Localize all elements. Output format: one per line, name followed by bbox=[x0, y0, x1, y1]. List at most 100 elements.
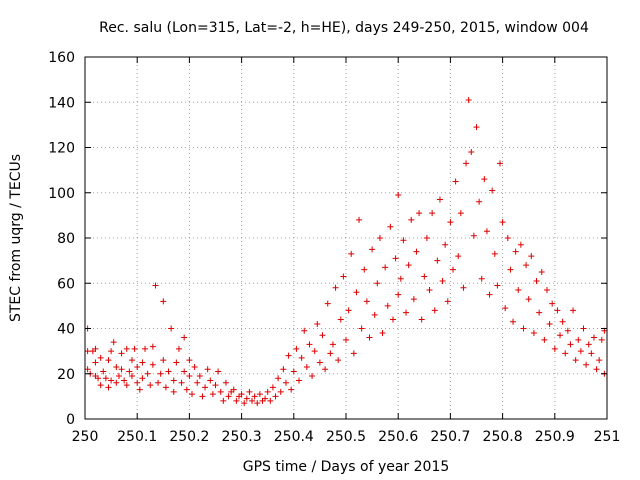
data-point bbox=[196, 373, 203, 380]
y-tick-label: 160 bbox=[48, 50, 75, 66]
data-point bbox=[147, 382, 154, 389]
data-point bbox=[175, 345, 182, 352]
data-point bbox=[254, 400, 261, 407]
data-point bbox=[277, 388, 284, 395]
data-point bbox=[588, 350, 595, 357]
data-point bbox=[395, 291, 402, 298]
data-point bbox=[285, 352, 292, 359]
y-tick-label: 20 bbox=[57, 367, 75, 383]
data-point bbox=[181, 368, 188, 375]
data-point bbox=[209, 391, 216, 398]
data-point bbox=[178, 379, 185, 386]
data-point bbox=[212, 382, 219, 389]
data-point bbox=[97, 354, 104, 361]
data-point bbox=[434, 257, 441, 264]
data-point bbox=[528, 253, 535, 260]
data-point bbox=[491, 250, 498, 257]
data-point bbox=[173, 359, 180, 366]
x-tick-label: 250.5 bbox=[326, 429, 366, 445]
data-point bbox=[202, 384, 209, 391]
data-point bbox=[512, 248, 519, 255]
data-point bbox=[510, 318, 517, 325]
data-point bbox=[536, 309, 543, 316]
x-tick-label: 250.6 bbox=[378, 429, 418, 445]
y-axis: 0 20 40 60 80 100 120 140 160 bbox=[48, 50, 607, 428]
data-point bbox=[230, 386, 237, 393]
grid-lines bbox=[85, 57, 607, 419]
data-point bbox=[421, 273, 428, 280]
data-point bbox=[215, 368, 222, 375]
data-point bbox=[470, 232, 477, 239]
data-point bbox=[319, 332, 326, 339]
data-point bbox=[567, 341, 574, 348]
data-point bbox=[324, 300, 331, 307]
data-point bbox=[436, 196, 443, 203]
data-point bbox=[123, 382, 130, 389]
data-point bbox=[191, 363, 198, 370]
data-point bbox=[306, 341, 313, 348]
data-point bbox=[387, 223, 394, 230]
x-axis: 250 250.1 250.2 250.3 250.4 250.5 250.6 250.7 25… bbox=[72, 57, 620, 445]
data-point bbox=[572, 357, 579, 364]
data-point bbox=[142, 345, 149, 352]
data-point bbox=[95, 375, 102, 382]
data-point bbox=[128, 357, 135, 364]
data-point bbox=[332, 284, 339, 291]
data-point bbox=[577, 348, 584, 355]
data-point bbox=[481, 176, 488, 183]
data-point bbox=[144, 370, 151, 377]
y-axis-label: STEC from uqrg / TECUs bbox=[8, 154, 24, 322]
data-point bbox=[562, 350, 569, 357]
data-point bbox=[113, 379, 120, 386]
data-point bbox=[290, 368, 297, 375]
data-point bbox=[316, 359, 323, 366]
data-point bbox=[486, 291, 493, 298]
data-point bbox=[314, 320, 321, 327]
data-point bbox=[575, 336, 582, 343]
data-point bbox=[157, 370, 164, 377]
data-point bbox=[350, 350, 357, 357]
data-point bbox=[118, 366, 125, 373]
x-tick-label: 250.3 bbox=[222, 429, 262, 445]
chart-title: Rec. salu (Lon=315, Lat=-2, h=HE), days … bbox=[99, 20, 589, 36]
data-point bbox=[110, 339, 117, 346]
data-point bbox=[549, 300, 556, 307]
data-point bbox=[149, 343, 156, 350]
data-point bbox=[108, 377, 115, 384]
data-point bbox=[533, 277, 540, 284]
data-point bbox=[392, 255, 399, 262]
data-point bbox=[541, 336, 548, 343]
data-point bbox=[517, 241, 524, 248]
y-tick-label: 120 bbox=[48, 141, 75, 157]
data-point bbox=[410, 296, 417, 303]
data-point bbox=[136, 386, 143, 393]
data-point bbox=[335, 357, 342, 364]
x-axis-label: GPS time / Days of year 2015 bbox=[243, 459, 450, 475]
data-point bbox=[100, 368, 107, 375]
data-point bbox=[476, 198, 483, 205]
data-point bbox=[241, 400, 248, 407]
data-point bbox=[478, 275, 485, 282]
data-point bbox=[585, 341, 592, 348]
data-point bbox=[405, 262, 412, 269]
data-point bbox=[128, 373, 135, 380]
data-point bbox=[520, 325, 527, 332]
data-point bbox=[186, 373, 193, 380]
data-point bbox=[530, 330, 537, 337]
data-point bbox=[97, 382, 104, 389]
data-point bbox=[311, 348, 318, 355]
data-point bbox=[546, 320, 553, 327]
data-point bbox=[160, 298, 167, 305]
data-point bbox=[269, 384, 276, 391]
data-point bbox=[121, 377, 128, 384]
data-point bbox=[557, 332, 564, 339]
data-point bbox=[473, 124, 480, 131]
data-point bbox=[264, 388, 271, 395]
data-point bbox=[423, 235, 430, 241]
data-point bbox=[413, 248, 420, 255]
data-point bbox=[442, 241, 449, 248]
data-point bbox=[280, 366, 287, 373]
data-point bbox=[134, 379, 141, 386]
data-point bbox=[564, 327, 571, 334]
